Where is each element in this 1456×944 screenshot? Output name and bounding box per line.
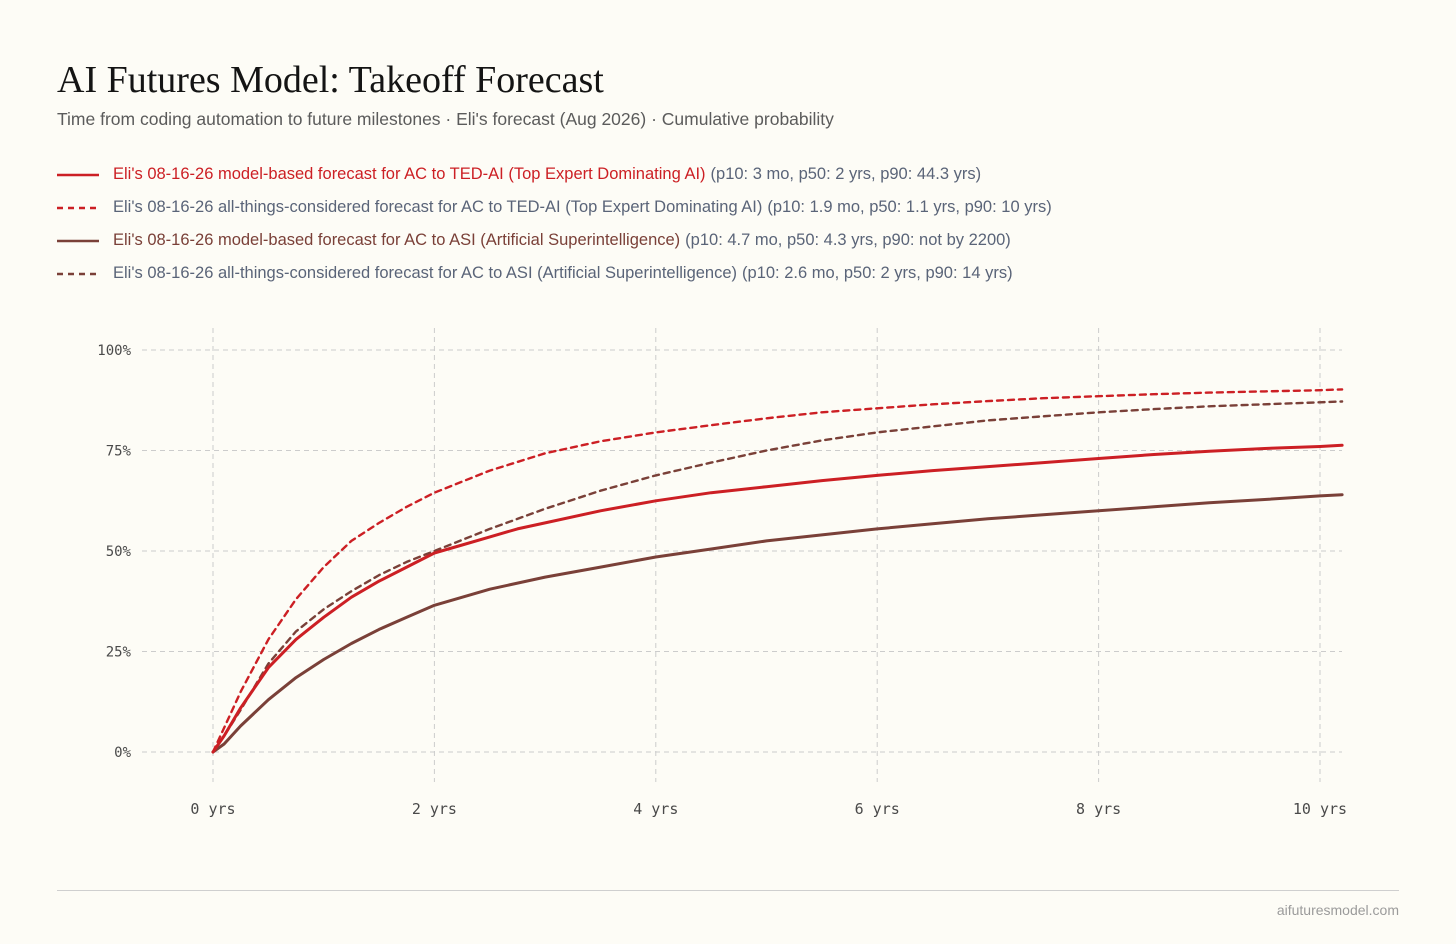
x-tick-label: 2 yrs [412,800,457,818]
series-line-4 [211,400,1344,754]
series-line-2 [211,388,1344,754]
x-tick-label: 4 yrs [633,800,678,818]
y-tick-label: 75% [106,444,132,460]
chart-subtitle: Time from coding automation to future mi… [57,109,834,129]
legend-item: Eli's 08-16-26 all-things-considered for… [57,191,1052,224]
x-tick-label: 10 yrs [1293,800,1347,818]
legend-series-name: Eli's 08-16-26 all-things-considered for… [113,264,738,282]
y-tick-label: 25% [106,645,132,661]
series-line-1 [211,443,1344,754]
legend-item: Eli's 08-16-26 model-based forecast for … [57,224,1052,257]
legend: Eli's 08-16-26 model-based forecast for … [57,158,1052,290]
x-tick-label: 0 yrs [190,800,235,818]
legend-series-name: Eli's 08-16-26 model-based forecast for … [113,231,681,249]
legend-item: Eli's 08-16-26 all-things-considered for… [57,257,1052,290]
legend-swatch [57,173,99,176]
chart-title: AI Futures Model: Takeoff Forecast [57,59,604,101]
y-tick-label: 0% [114,745,131,761]
y-tick-label: 100% [97,343,131,359]
x-tick-label: 6 yrs [855,800,900,818]
legend-swatch [57,272,99,275]
legend-series-stats: (p10: 4.7 mo, p50: 4.3 yrs, p90: not by … [685,231,1011,249]
series-lines [211,388,1344,754]
legend-series-name: Eli's 08-16-26 all-things-considered for… [113,198,763,216]
y-tick-label: 50% [106,544,132,560]
legend-series-stats: (p10: 1.9 mo, p50: 1.1 yrs, p90: 10 yrs) [767,198,1052,216]
legend-series-stats: (p10: 3 mo, p50: 2 yrs, p90: 44.3 yrs) [710,165,982,183]
line-chart: 0% 25% 50% 75% 100% 0 yrs 2 yrs 4 yrs 6 yrs 8 yrs… [97,328,1347,818]
series-line-3 [211,493,1344,754]
legend-series-stats: (p10: 2.6 mo, p50: 2 yrs, p90: 14 yrs) [742,264,1013,282]
x-tick-label: 8 yrs [1076,800,1121,818]
legend-swatch [57,206,99,209]
axis-ticks: 0% 25% 50% 75% 100% 0 yrs 2 yrs 4 yrs 6 yrs 8 yrs… [97,343,1347,818]
legend-swatch [57,239,99,242]
footer-credit: aifuturesmodel.com [1276,902,1399,918]
legend-series-name: Eli's 08-16-26 model-based forecast for … [113,165,706,183]
legend-item: Eli's 08-16-26 model-based forecast for … [57,158,1052,191]
footer-divider [57,890,1399,891]
grid [142,328,1342,782]
